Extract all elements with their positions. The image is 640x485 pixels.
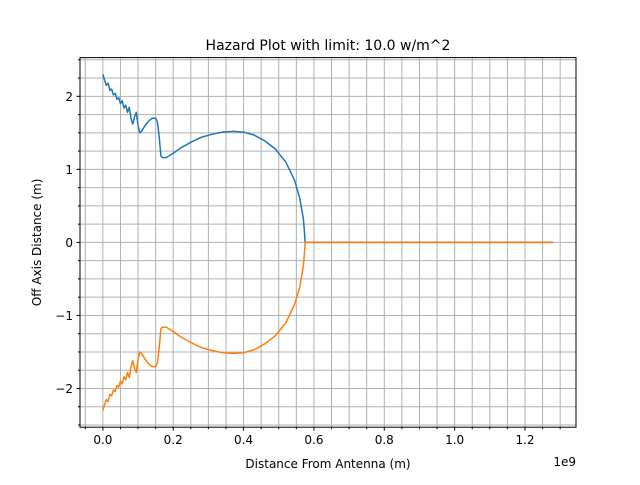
x-tick-label: 1.2 <box>515 433 534 447</box>
lower-boundary-line <box>102 241 554 411</box>
y-tick-label: −1 <box>55 309 73 323</box>
ticks: 0.0 0.2 0.4 0.6 0.8 1.0 1.2 −2 −1 0 1 2 <box>55 59 561 447</box>
upper-boundary-line <box>102 74 554 244</box>
x-axis-label: Distance From Antenna (m) <box>245 457 410 471</box>
x-tick-label: 0.6 <box>304 433 323 447</box>
y-axis-label: Off Axis Distance (m) <box>30 179 44 307</box>
x-tick-label: 0.4 <box>234 433 253 447</box>
x-tick-label: 0.2 <box>164 433 183 447</box>
x-tick-label: 1.0 <box>445 433 464 447</box>
y-tick-label: −2 <box>55 382 73 396</box>
chart-title: Hazard Plot with limit: 10.0 w/m^2 <box>206 38 451 54</box>
x-axis-offset-label: 1e9 <box>553 455 576 469</box>
y-tick-label: 2 <box>65 90 73 104</box>
y-tick-label: 1 <box>65 163 73 177</box>
y-tick-label: 0 <box>65 236 73 250</box>
x-tick-label: 0.0 <box>93 433 112 447</box>
series-group <box>102 74 554 411</box>
x-tick-label: 0.8 <box>375 433 394 447</box>
